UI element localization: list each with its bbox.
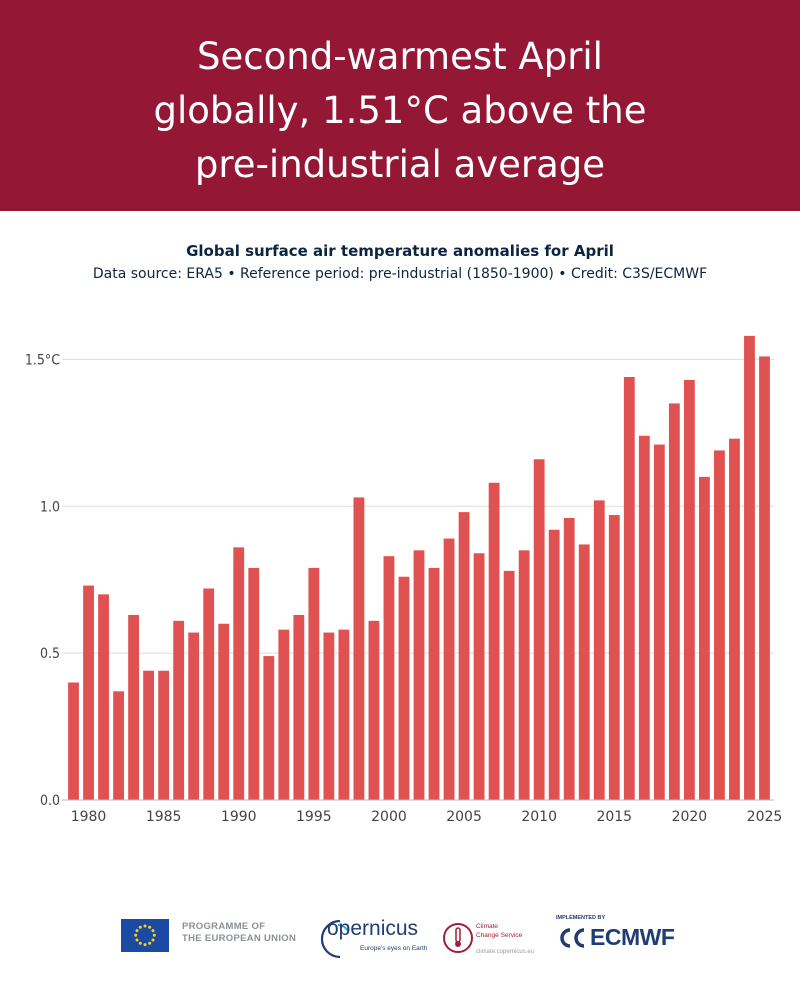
x-tick-label: 2025 <box>747 809 783 825</box>
x-tick-label: 2005 <box>446 809 482 825</box>
ecmwf-name: ECMWF <box>590 924 675 950</box>
eu-flag-logo <box>121 919 169 952</box>
bar-2005 <box>458 512 470 800</box>
ecmwf-logo-icon <box>560 928 585 948</box>
footer-logos: PROGRAMME OF THE EUROPEAN UNION opernicu… <box>0 905 800 975</box>
bar-2022 <box>714 450 725 800</box>
bar-2013 <box>578 544 590 800</box>
bar-2012 <box>563 518 575 800</box>
chart-title: Global surface air temperature anomalies… <box>186 242 614 260</box>
bar-2003 <box>428 567 440 800</box>
x-tick-label: 2015 <box>596 809 632 825</box>
bar-1984 <box>143 670 155 800</box>
x-tick-label: 1990 <box>221 809 257 825</box>
bar-1995 <box>308 567 320 800</box>
headline-title: Second-warmest April globally, 1.51°C ab… <box>40 30 760 192</box>
bar-1998 <box>353 497 365 800</box>
bar-1980 <box>83 585 94 800</box>
x-tick-label: 2010 <box>521 809 557 825</box>
bar-1994 <box>293 614 305 800</box>
headline-line-2: globally, 1.51°C above the <box>153 89 647 132</box>
bar-2024 <box>744 335 755 800</box>
ccs-line-1: Climate <box>476 923 499 930</box>
x-tick-label: 2020 <box>672 809 708 825</box>
bar-2007 <box>488 482 500 800</box>
chart-subtitle: Data source: ERA5 • Reference period: pr… <box>92 266 708 282</box>
bar-2019 <box>668 403 680 800</box>
bar-2000 <box>383 556 395 800</box>
bar-2020 <box>683 379 695 800</box>
bar-1986 <box>173 620 185 800</box>
copernicus-name: opernicus <box>327 917 419 940</box>
bar-2009 <box>518 550 530 800</box>
y-tick-label: 0.5 <box>40 646 60 662</box>
ccs-line-2: Change Service <box>476 932 523 939</box>
eu-text-line-2: THE EUROPEAN UNION <box>182 933 297 944</box>
bar-1990 <box>233 547 245 800</box>
bar-2025 <box>759 356 770 800</box>
bar-1985 <box>158 670 170 800</box>
bar-2008 <box>503 570 515 800</box>
bar-1979 <box>68 682 79 800</box>
bar-chart: 0.0 0.5 1.0 1.5°C 1980 1985 1990 1995 2000 2005 20… <box>25 335 783 825</box>
ecmwf-implemented-by: IMPLEMENTED BY <box>556 915 606 921</box>
bar-2006 <box>473 553 485 800</box>
bar-1982 <box>113 691 124 800</box>
y-tick-label: 1.0 <box>40 499 60 515</box>
bar-2017 <box>638 435 650 800</box>
x-tick-label: 1985 <box>146 809 182 825</box>
bar-1997 <box>338 629 350 800</box>
copernicus-logo-icon <box>320 919 349 959</box>
bar-2021 <box>698 476 710 800</box>
bar-1988 <box>203 588 215 800</box>
bar-1993 <box>278 629 290 800</box>
bar-1983 <box>128 614 140 800</box>
bar-1992 <box>263 656 275 800</box>
bar-2015 <box>608 515 620 800</box>
bar-2018 <box>653 444 665 800</box>
eu-text-line-1: PROGRAMME OF <box>182 921 266 932</box>
headline-banner: Second-warmest April globally, 1.51°C ab… <box>0 0 800 211</box>
bar-2014 <box>593 500 605 800</box>
bar-2004 <box>443 538 455 800</box>
ccs-url: climate.copernicus.eu <box>476 949 535 955</box>
headline-line-1: Second-warmest April <box>197 35 603 78</box>
bar-1991 <box>248 567 260 800</box>
bar-2002 <box>413 550 425 800</box>
x-tick-label: 1995 <box>296 809 332 825</box>
climate-change-service-logo-icon <box>443 923 473 953</box>
eu-programme-text: PROGRAMME OF THE EUROPEAN UNION <box>182 921 296 945</box>
bar-1996 <box>323 632 335 800</box>
bar-2010 <box>533 459 545 800</box>
bar-2011 <box>548 529 560 800</box>
copernicus-tagline: Europe's eyes on Earth <box>360 945 428 952</box>
bar-1989 <box>218 623 230 800</box>
bar-2001 <box>398 576 410 800</box>
y-tick-label: 0.0 <box>40 793 60 809</box>
y-tick-label: 1.5°C <box>25 352 60 368</box>
bar-1981 <box>98 594 109 800</box>
bar-2016 <box>623 377 635 800</box>
bar-1999 <box>368 620 380 800</box>
bar-2023 <box>729 438 740 800</box>
bar-1987 <box>188 632 200 800</box>
x-tick-label: 2000 <box>371 809 407 825</box>
x-tick-label: 1980 <box>71 809 107 825</box>
headline-line-3: pre-industrial average <box>194 143 606 186</box>
